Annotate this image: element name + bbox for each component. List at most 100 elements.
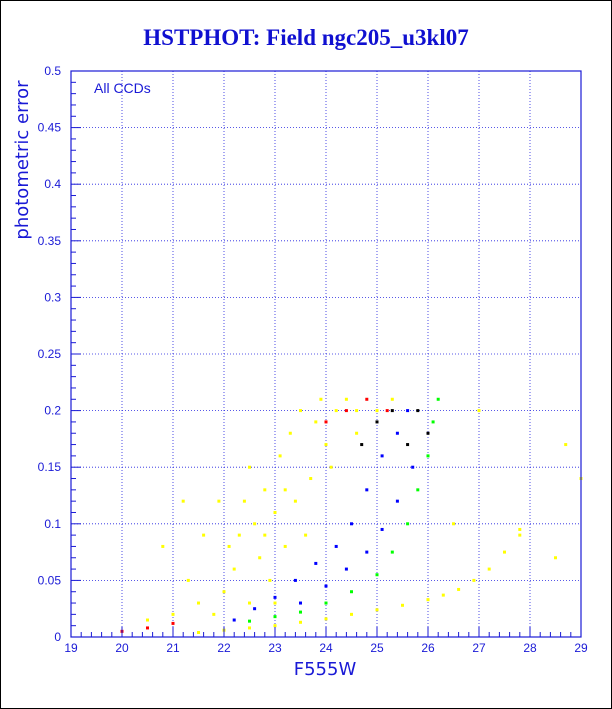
data-point (314, 561, 318, 565)
y-tick-label: 0.3 (44, 290, 61, 304)
data-point (324, 584, 328, 588)
data-point (268, 578, 272, 582)
data-point (487, 567, 491, 571)
data-point (360, 443, 364, 447)
scatter-series (146, 397, 583, 622)
data-point (314, 420, 318, 424)
y-tick-label: 0.1 (44, 517, 61, 531)
data-point (426, 431, 430, 435)
data-point (202, 533, 206, 537)
data-point (161, 544, 165, 548)
y-tick-label: 0.4 (44, 177, 61, 191)
data-point (472, 578, 476, 582)
data-point (299, 610, 302, 614)
data-point (401, 603, 404, 607)
y-tick-label: 0.15 (38, 460, 62, 474)
data-point (390, 409, 394, 413)
data-point (390, 550, 394, 554)
data-point (350, 590, 353, 594)
data-point (344, 409, 348, 413)
y-tick-label: 0.35 (38, 234, 62, 248)
data-point (518, 533, 522, 537)
data-point (457, 587, 461, 591)
data-point (564, 443, 568, 447)
scatter-series (120, 397, 389, 633)
data-point (365, 397, 369, 401)
data-point (477, 409, 481, 413)
data-point (212, 612, 216, 616)
data-point (258, 556, 262, 560)
data-point (171, 621, 175, 625)
data-point (273, 615, 277, 619)
data-point (283, 488, 287, 492)
data-point (242, 499, 246, 503)
data-point (263, 488, 267, 492)
data-point (273, 624, 277, 628)
data-point (222, 590, 226, 594)
data-point (253, 607, 257, 611)
data-point (426, 598, 430, 602)
x-tick-label: 25 (370, 641, 384, 655)
data-point (365, 550, 369, 554)
data-point (278, 454, 282, 458)
data-point (181, 499, 185, 503)
grid-lines (70, 70, 582, 638)
data-point (365, 488, 369, 492)
data-point (299, 620, 302, 624)
data-point (253, 522, 257, 526)
data-point (395, 499, 399, 503)
data-point (237, 533, 241, 537)
data-point (350, 612, 353, 616)
x-tick-label: 26 (421, 641, 435, 655)
data-point (416, 488, 420, 492)
data-point (248, 601, 251, 605)
data-point (329, 465, 333, 469)
data-point (503, 550, 506, 554)
data-point (452, 522, 455, 526)
data-point (227, 544, 231, 548)
x-tick-label: 24 (319, 641, 333, 655)
data-point (248, 465, 251, 469)
data-point (380, 454, 384, 458)
y-tick-label: 0.05 (38, 573, 62, 587)
data-point (344, 567, 348, 571)
x-tick-label: 27 (472, 641, 486, 655)
data-point (248, 626, 251, 630)
scatter-series (232, 409, 415, 622)
data-point (431, 420, 435, 424)
data-point (426, 454, 430, 458)
data-point (375, 608, 379, 612)
data-point (248, 619, 251, 623)
data-point (395, 431, 399, 435)
data-point (355, 409, 359, 413)
data-point (309, 477, 313, 481)
data-point (304, 533, 308, 537)
data-point (324, 443, 328, 447)
x-tick-label: 22 (217, 641, 231, 655)
y-axis-label: photometric error (12, 80, 33, 240)
data-point (186, 578, 190, 582)
scatter-series (360, 409, 430, 447)
data-point (355, 431, 359, 435)
data-point (197, 630, 200, 634)
data-point (324, 420, 328, 424)
y-tick-label: 0 (54, 630, 61, 644)
data-point (334, 544, 338, 548)
x-tick-label: 28 (523, 641, 537, 655)
data-point (334, 409, 338, 413)
y-tick-label: 0.5 (44, 64, 61, 78)
scatter-series (197, 527, 522, 634)
data-point (406, 522, 410, 526)
data-point (273, 510, 277, 514)
x-tick-label: 23 (268, 641, 282, 655)
data-point (518, 527, 522, 531)
data-point (263, 533, 267, 537)
axis-ticks: 19 20 21 22 23 24 25 26 27 28 29 0 0.05 0.1 0.15 0.2 0.2… (38, 64, 588, 655)
data-point (344, 397, 348, 401)
data-point (283, 544, 287, 548)
data-point (441, 593, 445, 597)
data-point (406, 409, 410, 413)
data-point (554, 556, 557, 560)
data-point (350, 522, 353, 526)
